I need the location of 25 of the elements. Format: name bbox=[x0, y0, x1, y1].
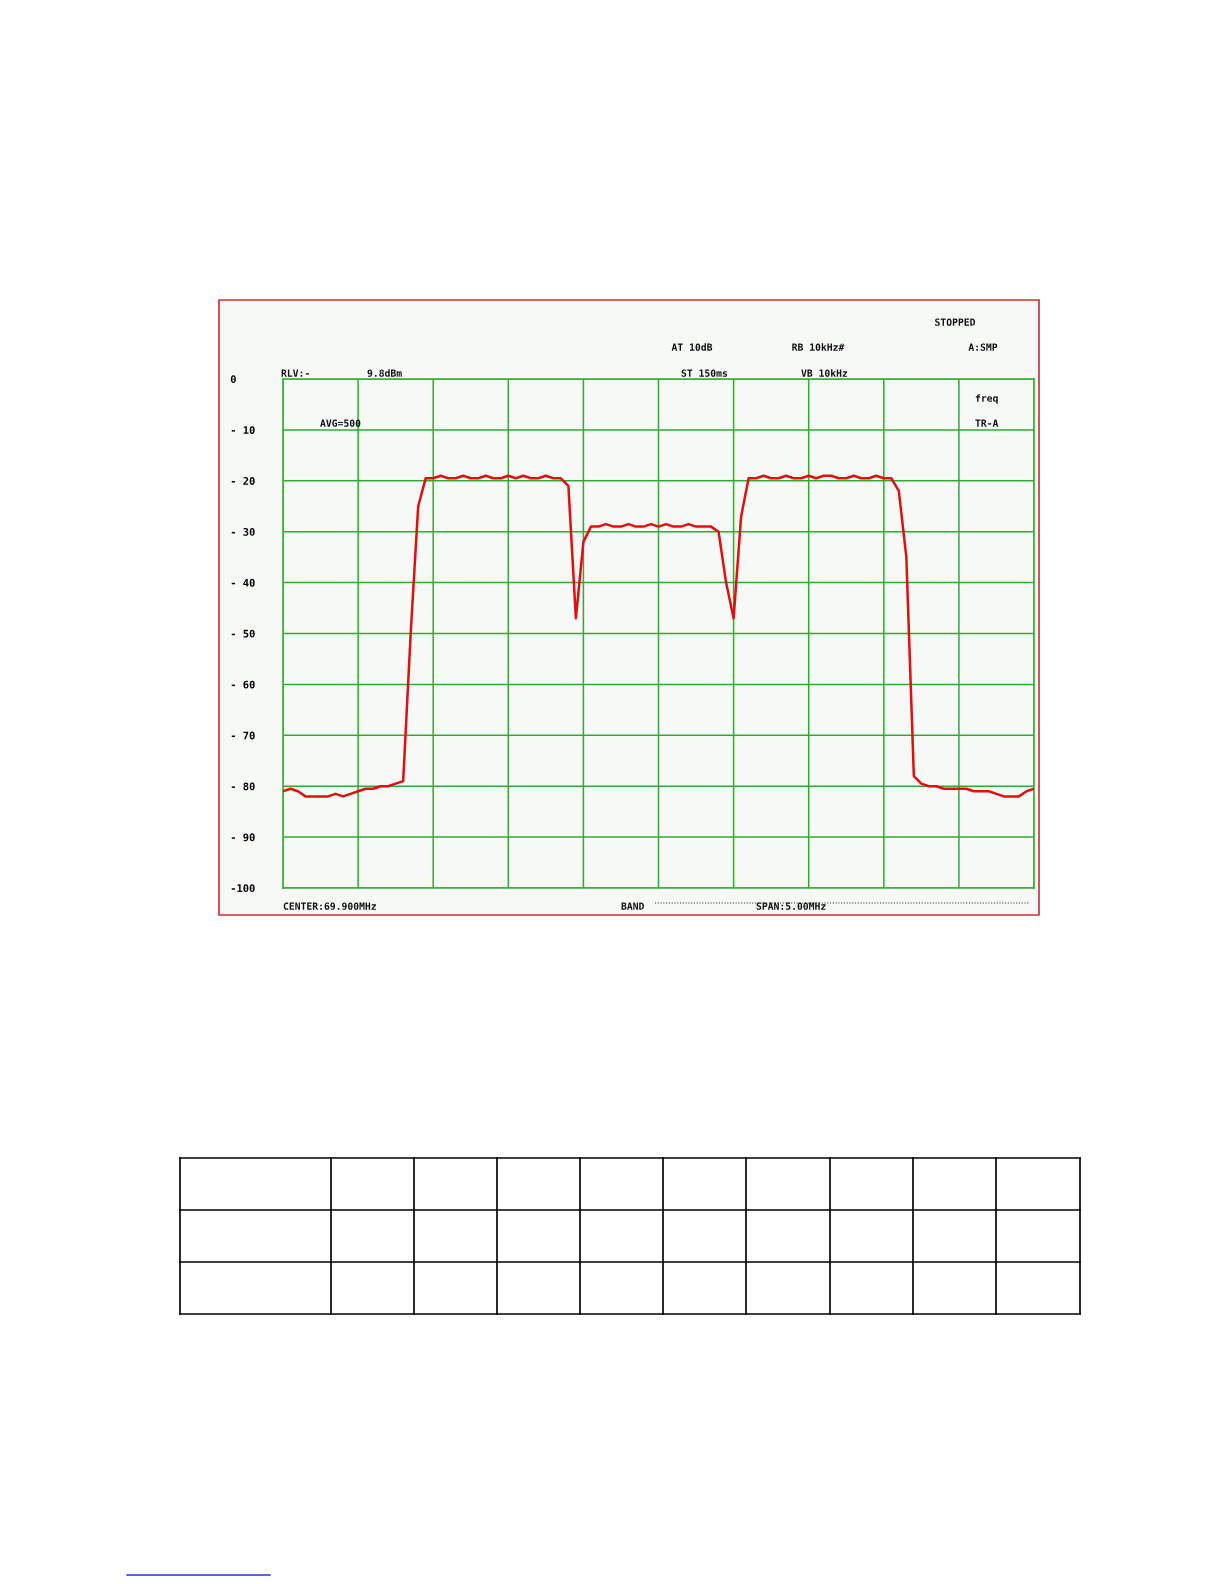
text: A:SMP bbox=[968, 343, 998, 351]
text: RLV:- bbox=[281, 369, 309, 377]
y-tick-label: - 40 bbox=[231, 578, 255, 587]
y-tick-label: - 60 bbox=[231, 680, 255, 689]
annotation: TR-A bbox=[975, 419, 999, 427]
text: ST 150ms bbox=[681, 369, 728, 377]
y-tick-label: - 10 bbox=[231, 426, 255, 435]
y-tick-label: 0 bbox=[230, 375, 236, 384]
text: 9.8dBm bbox=[367, 369, 402, 377]
text: CENTER:69.900MHz bbox=[283, 902, 376, 910]
text: BAND bbox=[621, 902, 644, 910]
text: STOPPED bbox=[935, 318, 976, 326]
y-tick-label: - 50 bbox=[231, 629, 255, 638]
text: VB 10kHz bbox=[801, 369, 848, 377]
text: AT 10dB bbox=[671, 343, 713, 351]
y-tick-label: - 30 bbox=[231, 527, 255, 536]
y-tick-label: - 70 bbox=[231, 731, 255, 740]
line-series bbox=[283, 474, 1034, 798]
y-tick-label: - 20 bbox=[231, 477, 255, 485]
y-tick-label: -100 bbox=[231, 884, 255, 893]
text: SPAN:5.00MHz bbox=[756, 902, 826, 910]
text: RB 10kHz# bbox=[792, 343, 845, 351]
y-tick-label: - 90 bbox=[231, 833, 255, 842]
y-tick-label: - 80 bbox=[231, 782, 255, 791]
annotation: freq bbox=[975, 394, 998, 404]
